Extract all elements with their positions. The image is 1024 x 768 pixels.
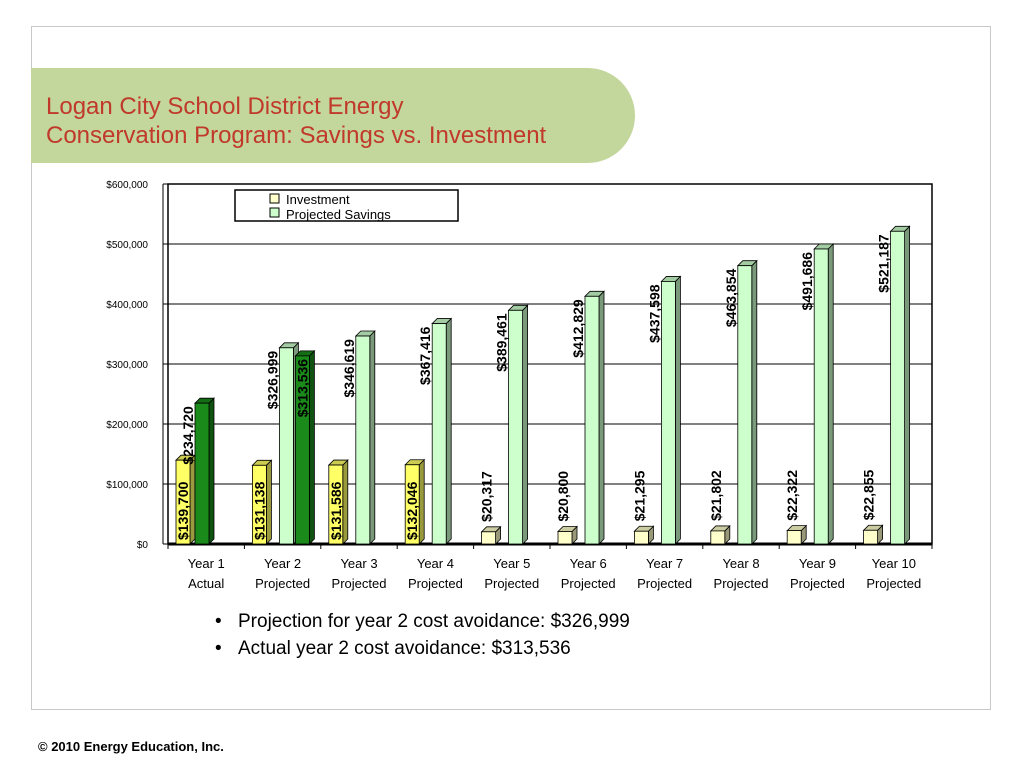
- legend-swatch-savings: [269, 207, 280, 218]
- slide-title-line-1: Logan City School District Energy: [46, 93, 404, 120]
- investment-value-label: $21,802: [708, 470, 724, 521]
- savings-bar: [813, 243, 835, 545]
- investment-value-label: $20,800: [555, 471, 571, 522]
- savings-bar: [889, 225, 911, 545]
- investment-value-label: $20,317: [479, 471, 495, 522]
- x-tick-label: Year 8: [722, 556, 759, 571]
- savings-value-label: $389,461: [494, 313, 510, 372]
- x-tick-label: Year 7: [646, 556, 683, 571]
- savings-bar: [431, 317, 453, 545]
- title-banner: [31, 68, 635, 163]
- chart-axes: $0 $100,000 $200,000 $300,000 $400,000 $500,0…: [106, 180, 933, 591]
- savings-bar: [354, 330, 376, 545]
- x-tick-label: Year 4: [417, 556, 454, 571]
- bullet-actual: Actual year 2 cost avoidance: $313,536: [213, 635, 630, 662]
- x-tick-label: Year 1: [188, 556, 225, 571]
- investment-bar: [709, 524, 731, 545]
- investment-bar: [175, 454, 196, 545]
- chart-data-labels: $139,700 $234,720 $131,138 $326,999 $131,586…: [175, 234, 892, 540]
- bullet-projection: Projection for year 2 cost avoidance: $3…: [213, 608, 630, 635]
- chart-bars: [175, 225, 911, 545]
- bullet-list: Projection for year 2 cost avoidance: $3…: [213, 608, 630, 662]
- x-tick-label-sub: Projected: [866, 576, 921, 591]
- savings-value-label: $234,720: [180, 406, 196, 465]
- y-tick-label: $100,000: [106, 480, 148, 491]
- x-tick-label-sub: Projected: [408, 576, 463, 591]
- actual-savings-bar: [294, 349, 316, 545]
- x-tick-label: Year 9: [799, 556, 836, 571]
- copyright-footer: © 2010 Energy Education, Inc.: [38, 739, 224, 754]
- savings-bar: [736, 259, 758, 545]
- y-tick-label: $0: [137, 540, 149, 551]
- investment-value-label: $131,138: [251, 481, 267, 540]
- y-tick-label: $600,000: [106, 180, 148, 191]
- investment-bar: [862, 524, 884, 545]
- x-tick-label-sub: Projected: [484, 576, 539, 591]
- investment-value-label: $139,700: [175, 481, 191, 540]
- x-tick-label: Year 3: [340, 556, 377, 571]
- investment-bar: [327, 459, 349, 545]
- savings-bar: [660, 275, 682, 545]
- investment-bar: [633, 525, 655, 545]
- legend-swatch-investment: [269, 193, 280, 204]
- investment-bar: [786, 524, 808, 545]
- investment-value-label: $22,322: [784, 470, 800, 521]
- x-tick-label: Year 6: [570, 556, 607, 571]
- investment-bar: [480, 525, 502, 545]
- savings-value-label: $437,598: [646, 284, 662, 343]
- investment-value-label: $21,295: [631, 470, 647, 521]
- x-tick-label-sub: Projected: [332, 576, 387, 591]
- x-tick-label-sub: Actual: [188, 576, 224, 591]
- x-tick-label-sub: Projected: [255, 576, 310, 591]
- x-tick-label-sub: Projected: [714, 576, 769, 591]
- investment-bar: [404, 458, 426, 545]
- slide-title: Logan City School District Energy Conser…: [46, 92, 626, 150]
- x-tick-label: Year 2: [264, 556, 301, 571]
- legend-label-savings: Projected Savings: [286, 207, 391, 222]
- savings-bar: [194, 397, 215, 545]
- investment-value-label: $22,855: [861, 469, 877, 520]
- x-tick-label: Year 5: [493, 556, 530, 571]
- legend-label-investment: Investment: [286, 192, 350, 207]
- savings-value-label: $367,416: [417, 326, 433, 385]
- investment-bar: [557, 525, 578, 545]
- y-tick-label: $200,000: [106, 420, 148, 431]
- savings-value-label: $521,187: [876, 234, 892, 293]
- x-tick-label-sub: Projected: [790, 576, 845, 591]
- savings-value-label: $326,999: [264, 351, 280, 410]
- y-tick-label: $400,000: [106, 300, 148, 311]
- savings-value-label: $491,686: [799, 252, 815, 311]
- slide-title-line-2: Conservation Program: Savings vs. Invest…: [46, 122, 547, 149]
- investment-value-label: $131,586: [328, 481, 344, 540]
- savings-value-label: $346,619: [341, 339, 357, 398]
- y-tick-label: $300,000: [106, 360, 148, 371]
- savings-value-label: $412,829: [570, 299, 586, 358]
- x-tick-label-sub: Projected: [561, 576, 616, 591]
- x-tick-label: Year 10: [872, 556, 916, 571]
- investment-bar: [251, 459, 273, 545]
- actual-savings-value-label: $313,536: [294, 359, 310, 418]
- y-tick-label: $500,000: [106, 240, 148, 251]
- investment-value-label: $132,046: [404, 481, 420, 540]
- savings-bar: [584, 290, 605, 545]
- x-tick-label-sub: Projected: [637, 576, 692, 591]
- savings-bar: [507, 304, 529, 545]
- savings-value-label: $463,854: [723, 268, 739, 327]
